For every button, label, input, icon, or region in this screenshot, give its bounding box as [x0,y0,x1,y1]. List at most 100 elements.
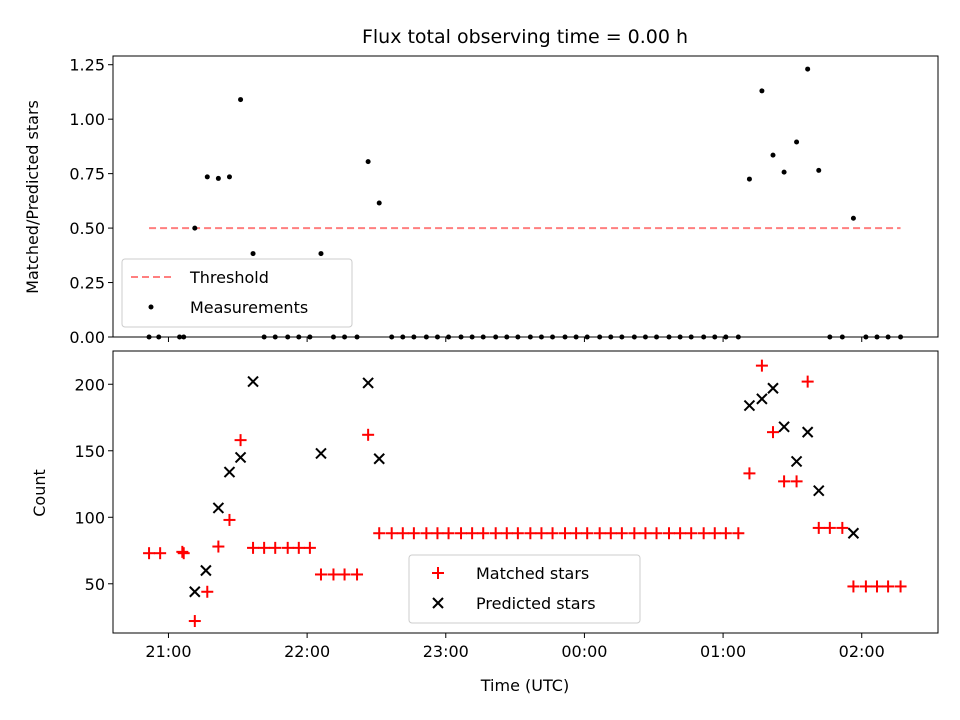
matched-star-point [755,359,768,372]
matched-star-point [269,541,282,554]
predicted-star-point [234,451,247,464]
predicted-star-point [189,586,201,598]
measurement-point [770,152,776,158]
legend-matched-swatch [432,567,444,579]
matched-star-point [732,527,745,540]
legend-measurements-swatch [148,304,154,310]
ratio-y-tick-label: 1.00 [69,110,105,129]
measurement-point [759,88,765,94]
matched-star-point [663,527,676,540]
ratio-y-tick-label: 1.25 [69,56,105,75]
matched-star-point [674,527,687,540]
ratio-legend: Threshold Measurements [121,258,353,328]
x-axis-label: Time (UTC) [480,676,569,695]
predicted-star-point [200,564,212,577]
matched-star-point [593,527,606,540]
count-y-tick-label: 50 [85,575,105,594]
predicted-star-point [813,484,825,497]
matched-star-point [338,568,351,581]
measurement-point [805,66,811,72]
matched-star-point [362,428,375,441]
matched-star-point [778,475,791,488]
matched-star-point [385,527,398,540]
count-legend: Matched stars Predicted stars [408,554,641,624]
matched-star-point [524,527,537,540]
matched-star-point [639,527,652,540]
matched-star-point [351,568,364,581]
predicted-star-point [247,375,259,388]
count-axes: 50 100 150 200 21:00 22:00 23:00 00:00 01:00 02:0… [74,375,884,661]
matched-star-point [882,580,895,593]
predicted-star-point [778,421,790,433]
predicted-star-point [373,453,385,465]
matched-star-point [466,527,479,540]
predicted-star-point [743,399,756,412]
measurement-point [794,139,800,145]
matched-star-point [847,580,860,593]
x-tick-label: 22:00 [284,642,330,661]
measurement-point [365,159,371,165]
legend-measurements-label: Measurements [190,298,308,317]
matched-star-point [685,527,698,540]
matched-star-point [570,527,583,540]
matched-star-point [767,426,779,439]
matched-star-point [177,547,190,560]
count-frame [112,350,939,634]
matched-star-point [870,580,883,593]
count-y-tick-label: 150 [74,442,105,461]
matched-star-point [812,521,825,534]
matched-star-point [743,467,756,480]
matched-star-point [708,527,721,540]
matched-star-point [223,513,236,526]
matched-star-point [511,527,524,540]
matched-star-point [836,521,849,534]
x-tick-label: 02:00 [839,642,885,661]
measurement-point [192,225,198,231]
matched-star-point [258,541,271,554]
matched-star-point [489,527,502,540]
matched-star-point [314,568,327,581]
ratio-y-tick-label: 0.50 [69,219,105,238]
matched-star-point [790,475,803,488]
matched-star-point [455,527,468,540]
matched-star-point [581,527,594,540]
matched-star-point [201,585,214,598]
matched-star-point [188,615,201,628]
measurement-point [850,215,856,221]
predicted-star-point [801,426,814,438]
matched-star-point [234,434,247,447]
ratio-y-axis-label: Matched/Predicted stars [23,100,42,294]
matched-star-point [176,545,189,558]
ratio-y-tick-label: 0.25 [69,274,105,293]
measurement-point [746,176,752,182]
measurement-point [376,200,382,206]
predicted-star-point [223,466,236,478]
matched-star-point [247,541,260,554]
measurement-point [250,251,256,257]
measurement-point [215,175,221,181]
matched-star-point [303,541,316,554]
predicted-star-point [847,527,860,539]
x-tick-label: 23:00 [423,642,469,661]
matched-star-point [373,527,386,540]
matched-star-point [420,527,433,540]
count-y-axis-label: Count [30,469,49,517]
matched-star-point [396,527,409,540]
matched-star-point [442,527,455,540]
predicted-star-point [756,393,768,405]
legend-predicted-label: Predicted stars [476,594,596,613]
measurement-point [238,97,244,103]
measurement-point [226,174,232,180]
matched-star-point [500,527,513,540]
count-panel: 50 100 150 200 21:00 22:00 23:00 00:00 01:00 02:0… [30,350,939,695]
predicted-star-point [212,502,225,514]
measurement-point [816,167,822,173]
ratio-axes: 0.00 0.25 0.50 0.75 1.00 1.25 [69,56,863,347]
predicted-star-point [362,377,374,389]
matched-star-point [431,527,444,540]
chart-title: Flux total observing time = 0.00 h [362,26,688,48]
measurement-point [204,174,210,180]
x-tick-label: 21:00 [145,642,191,661]
ratio-frame [112,55,939,338]
matched-star-point [212,540,225,553]
